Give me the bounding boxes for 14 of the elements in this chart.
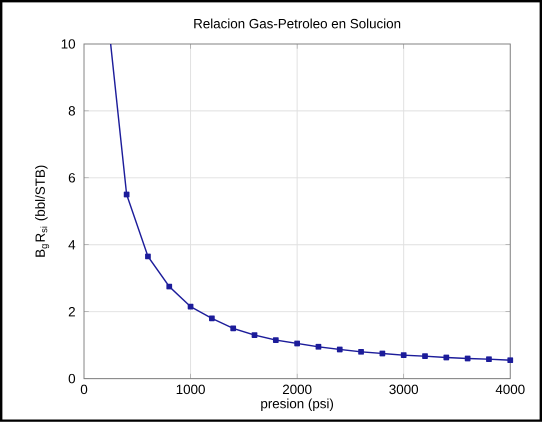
x-tick-label: 4000 [496, 384, 525, 394]
y-axis-title: B$_{g}$R$_{si}$ (bbl/STB) [35, 166, 50, 257]
x-tick-label: 2000 [282, 384, 312, 394]
y-tick-label: 0 [68, 374, 76, 384]
x-axis-title: presion (psi) [261, 398, 334, 412]
chart-title: Relacion Gas-Petroleo en Solucion [194, 18, 400, 28]
y-tick-label: 6 [68, 173, 75, 183]
x-tick-label: 1000 [176, 384, 205, 394]
y-tick-label: 2 [68, 307, 75, 316]
x-tick-label: 0 [80, 384, 88, 394]
y-tick-label: 10 [62, 39, 76, 49]
y-tick-label: 4 [68, 240, 76, 250]
y-tick-label: 8 [68, 106, 75, 116]
x-tick-label: 3000 [389, 384, 418, 394]
